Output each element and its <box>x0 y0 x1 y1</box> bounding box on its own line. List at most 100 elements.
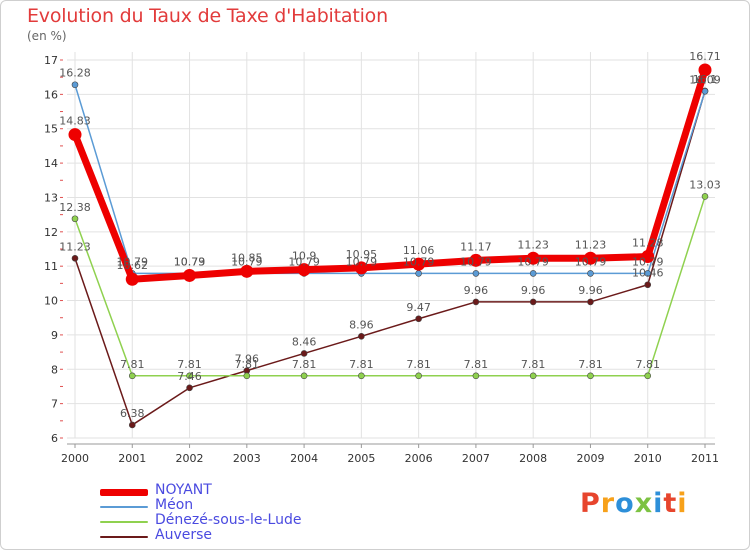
data-label: 10.79 <box>403 255 435 268</box>
data-label: 9.47 <box>406 301 431 314</box>
legend-swatch <box>100 521 148 523</box>
data-point <box>587 270 594 277</box>
data-label: 10.79 <box>346 255 378 268</box>
data-label: 7.46 <box>177 370 202 383</box>
y-tick-label: 17 <box>44 54 58 67</box>
proxiti-logo: Proxiti <box>580 488 688 519</box>
data-point <box>701 193 709 200</box>
data-label: 8.96 <box>349 318 374 331</box>
data-point <box>701 87 709 95</box>
data-label: 9.96 <box>521 284 546 297</box>
data-label: 10.9 <box>292 250 317 263</box>
data-point <box>587 298 594 306</box>
y-tick-label: 9 <box>51 329 58 342</box>
chart-series <box>68 63 712 429</box>
legend-item: Méon <box>100 497 360 515</box>
data-point <box>587 372 594 380</box>
x-tick-label: 2011 <box>691 452 719 465</box>
data-point <box>71 81 79 89</box>
legend-item: Dénezé-sous-le-Lude <box>100 512 360 530</box>
data-label: 7.81 <box>464 358 489 371</box>
y-tick-label: 13 <box>44 191 58 204</box>
data-point <box>415 372 422 380</box>
y-tick-label: 12 <box>44 226 58 239</box>
data-point <box>71 254 79 262</box>
data-label: 7.81 <box>578 358 603 371</box>
data-label: 7.81 <box>120 358 145 371</box>
data-label: 7.81 <box>635 358 660 371</box>
data-point <box>469 253 483 267</box>
data-point <box>644 281 652 289</box>
data-label: 11.23 <box>517 238 549 251</box>
data-point <box>529 372 537 380</box>
legend-swatch <box>100 506 148 508</box>
data-label: 10.79 <box>517 255 549 268</box>
data-point <box>354 261 368 275</box>
x-tick-label: 2005 <box>347 452 375 465</box>
data-label: 7.81 <box>177 358 202 371</box>
data-point <box>583 251 597 265</box>
data-label: 7.81 <box>235 358 260 371</box>
x-tick-label: 2002 <box>176 452 204 465</box>
data-label: 16.28 <box>59 67 91 80</box>
data-point <box>183 268 197 282</box>
legend-label: Dénezé-sous-le-Lude <box>155 512 302 528</box>
data-label: 10.79 <box>632 255 664 268</box>
x-tick-label: 2003 <box>233 452 261 465</box>
data-label: 7.81 <box>521 358 546 371</box>
logo-letter: i <box>677 488 688 519</box>
legend-label: Méon <box>155 497 194 513</box>
data-label: 16.71 <box>689 50 721 63</box>
data-label: 16.09 <box>689 73 721 86</box>
y-tick-label: 7 <box>51 398 58 411</box>
x-tick-label: 2007 <box>462 452 490 465</box>
logo-letter: t <box>663 488 678 519</box>
data-point <box>358 372 365 380</box>
data-label: 6.38 <box>120 407 145 420</box>
data-point <box>243 372 251 380</box>
y-tick-label: 6 <box>51 432 58 445</box>
logo-letter: P <box>580 488 601 519</box>
data-label: 7.81 <box>349 358 374 371</box>
data-label: 9.96 <box>464 284 489 297</box>
legend-swatch <box>100 488 148 496</box>
legend-label: NOYANT <box>155 482 212 498</box>
data-point <box>128 421 136 429</box>
data-point <box>240 264 254 278</box>
data-point <box>529 270 537 277</box>
y-tick-label: 15 <box>44 123 58 136</box>
x-tick-label: 2010 <box>634 452 662 465</box>
y-tick-label: 8 <box>51 363 58 376</box>
data-label: 10.79 <box>288 255 320 268</box>
data-label: 10.79 <box>575 255 607 268</box>
data-point <box>125 272 139 286</box>
data-label: 7.81 <box>406 358 431 371</box>
series-line <box>74 195 706 377</box>
data-point <box>300 350 308 357</box>
line-chart: 6 7 8 9 10 11 12 13 14 15 16 17 2000 2001 2002 2003 2004… <box>44 50 721 465</box>
x-tick-label: 2008 <box>519 452 547 465</box>
data-label: 13.03 <box>689 178 721 191</box>
data-label: 10.46 <box>632 267 664 280</box>
data-label: 10.79 <box>174 255 206 268</box>
logo-letter: i <box>653 488 664 519</box>
legend-item: NOYANT <box>100 482 360 500</box>
data-point <box>641 250 655 264</box>
x-tick-label: 2000 <box>61 452 89 465</box>
data-label: 10.62 <box>117 259 149 272</box>
logo-letter: o <box>615 488 635 519</box>
chart-axes: 6 7 8 9 10 11 12 13 14 15 16 17 2000 2001 2002 2003 2004… <box>44 54 719 465</box>
data-point <box>472 270 480 277</box>
data-label: 10.79 <box>460 255 492 268</box>
data-label: 9.96 <box>578 284 603 297</box>
data-point <box>186 372 193 380</box>
data-point <box>128 372 136 380</box>
data-label: 12.38 <box>59 201 91 214</box>
data-label: 10.95 <box>346 248 378 261</box>
data-label: 11.28 <box>632 237 664 250</box>
chart-grid <box>67 52 715 439</box>
data-label: 11.23 <box>59 240 91 253</box>
data-point <box>186 384 193 392</box>
data-point <box>644 270 652 277</box>
